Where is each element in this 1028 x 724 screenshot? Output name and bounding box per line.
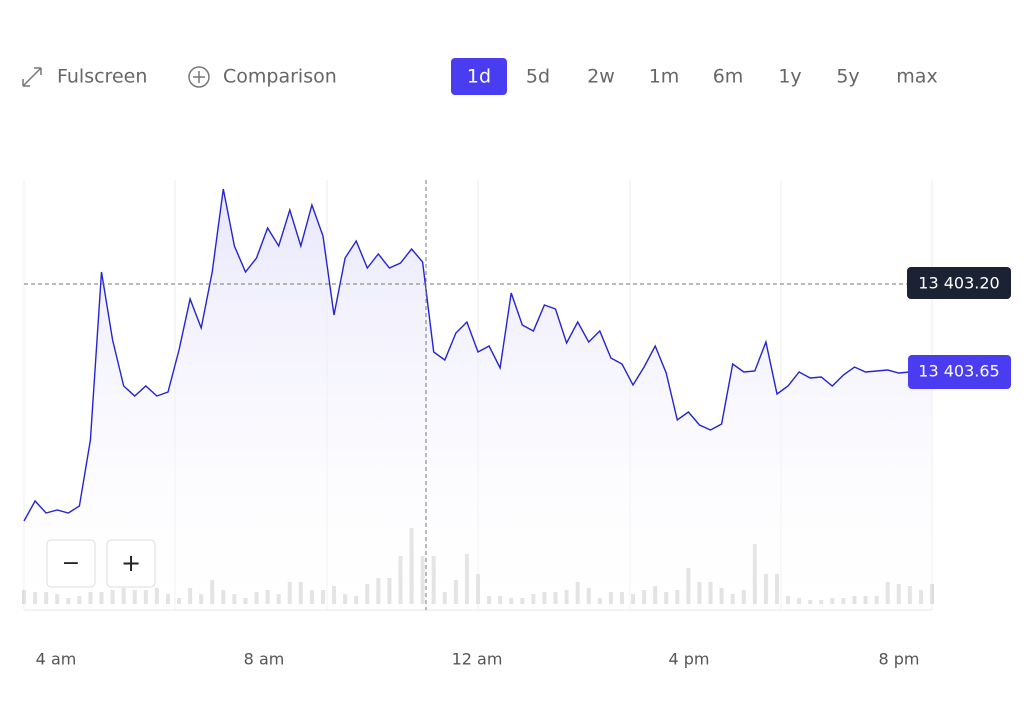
range-label: max xyxy=(896,66,937,88)
crosshair-price: 13 403.20 xyxy=(918,274,999,293)
range-label: 6m xyxy=(713,66,744,88)
zoom-out-label: − xyxy=(62,551,80,576)
zoom-in-label: + xyxy=(121,549,141,577)
range-button[interactable]: 1m xyxy=(649,66,680,88)
range-button[interactable]: 6m xyxy=(713,66,744,88)
x-tick-label: 4 am xyxy=(36,650,77,669)
price-line xyxy=(23,188,933,522)
range-label: 1d xyxy=(467,66,491,88)
range-active-bg xyxy=(451,58,507,95)
range-button[interactable]: 5y xyxy=(836,66,859,88)
range-button[interactable]: 1y xyxy=(778,66,801,88)
zoom-in-button[interactable]: + xyxy=(106,539,156,588)
last-price: 13 403.65 xyxy=(918,362,999,381)
range-label: 1y xyxy=(778,66,801,88)
x-tick-label: 12 am xyxy=(452,650,503,669)
x-tick-label: 8 am xyxy=(244,650,285,669)
range-label: 5y xyxy=(836,66,859,88)
range-button[interactable]: max xyxy=(896,66,937,88)
x-tick-label: 4 pm xyxy=(668,650,709,669)
crosshair-price-box xyxy=(907,267,1011,299)
price-area xyxy=(24,189,932,610)
fullscreen-label: Fulscreen xyxy=(57,66,147,88)
x-tick-label: 8 pm xyxy=(878,650,919,669)
last-price-box xyxy=(908,355,1011,389)
range-label: 1m xyxy=(649,66,680,88)
range-label: 5d xyxy=(526,66,550,88)
range-label: 2w xyxy=(587,66,615,88)
fullscreen-button[interactable]: Fulscreen xyxy=(22,66,147,88)
comparison-label: Comparison xyxy=(223,66,337,88)
range-button[interactable]: 2w xyxy=(587,66,615,88)
range-button[interactable]: 5d xyxy=(526,66,550,88)
range-button[interactable]: 1d xyxy=(451,58,507,95)
comparison-button[interactable]: Comparison xyxy=(188,66,337,88)
zoom-out-button[interactable]: − xyxy=(46,539,96,588)
